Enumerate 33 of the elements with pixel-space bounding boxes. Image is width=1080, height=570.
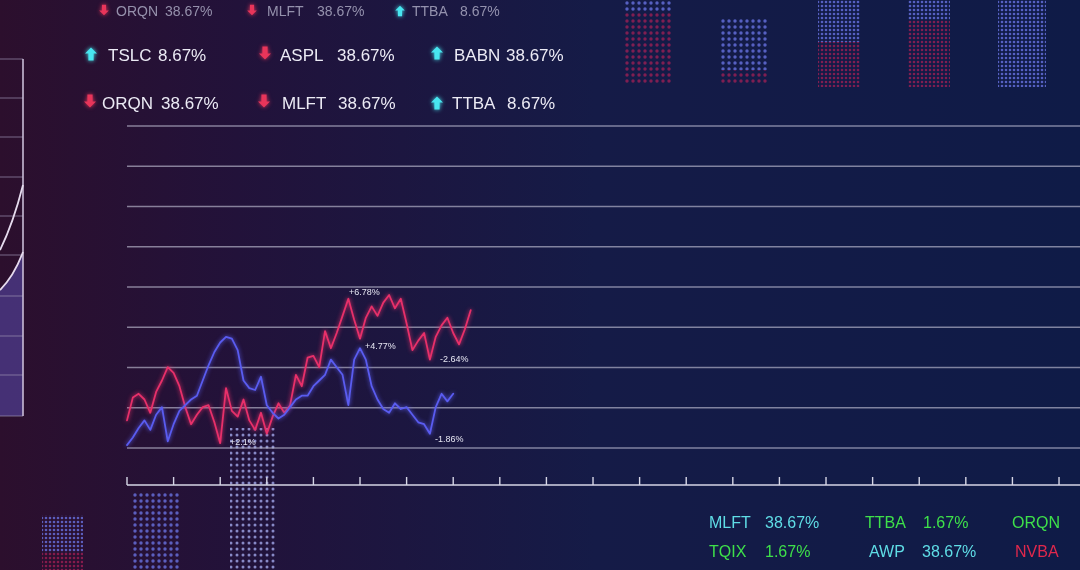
- annotation: -1.86%: [435, 434, 464, 444]
- text: ASPL: [280, 45, 324, 65]
- text: ORQN: [102, 93, 153, 113]
- text: 1.67%: [923, 513, 969, 531]
- text: 38.67%: [337, 45, 395, 65]
- text: TTBA: [865, 513, 907, 531]
- text: MLFT: [709, 513, 751, 531]
- text: TTBA: [452, 93, 497, 113]
- text: 8.67%: [507, 93, 556, 113]
- text: 38.67%: [165, 3, 213, 19]
- text: 8.67%: [158, 45, 207, 65]
- text: TQIX: [709, 542, 747, 560]
- text: 8.67%: [460, 3, 500, 19]
- text: AWP: [869, 542, 905, 560]
- annotation: +6.78%: [349, 287, 380, 297]
- annotation: -2.64%: [440, 354, 469, 364]
- text: MLFT: [282, 93, 327, 113]
- text: NVBA: [1015, 542, 1059, 560]
- text: MLFT: [267, 3, 304, 19]
- text: ORQN: [1012, 513, 1060, 531]
- text: TTBA: [412, 3, 449, 19]
- annotation: +2.1%: [230, 437, 256, 447]
- text: 38.67%: [506, 45, 564, 65]
- text: BABN: [454, 45, 501, 65]
- text: TSLC: [108, 45, 152, 65]
- text: 1.67%: [765, 542, 811, 560]
- text: 38.67%: [922, 542, 977, 560]
- text: 38.67%: [317, 3, 365, 19]
- text: 38.67%: [161, 93, 219, 113]
- text: 38.67%: [765, 513, 820, 531]
- text: ORQN: [116, 3, 158, 19]
- text: 38.67%: [338, 93, 396, 113]
- annotation: +4.77%: [365, 341, 396, 351]
